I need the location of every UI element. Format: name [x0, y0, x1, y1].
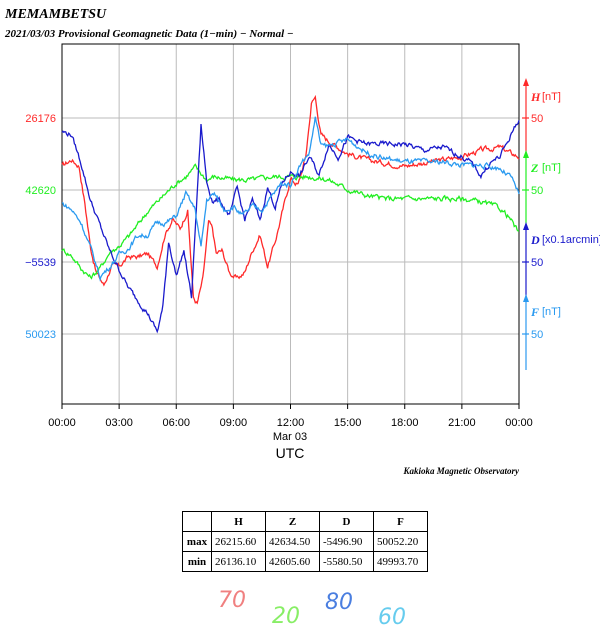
series-line-f — [61, 116, 520, 282]
right-z-name: Z — [530, 161, 539, 175]
x-tick-label: 21:00 — [448, 417, 476, 429]
series-line-z — [61, 163, 520, 280]
right-h-unit: [nT] — [542, 91, 561, 103]
series-line-h — [61, 94, 520, 305]
stats-cell: 26136.10 — [211, 551, 266, 572]
right-h-value: 50 — [531, 113, 543, 125]
stats-row-min: min 26136.10 42605.60 -5580.50 49993.70 — [182, 551, 428, 572]
stats-table: H Z D F max 26215.60 42634.50 -5496.90 5… — [182, 511, 428, 572]
left-label-h: 26176 — [25, 113, 56, 125]
left-label-d: −5539 — [25, 257, 56, 269]
right-scale-h: H [nT] 50 — [522, 78, 561, 154]
stats-row-label: min — [182, 551, 212, 572]
right-d-unit: [x0.1arcmin] — [542, 234, 600, 246]
observatory-credit: Kakioka Magnetic Observatory — [403, 466, 520, 476]
grid-lines — [62, 44, 519, 404]
x-tick-label: 00:00 — [48, 417, 76, 429]
geomagnetic-chart: MEMAMBETSU 2021/03/03 Provisional Geomag… — [4, 7, 600, 476]
x-tick-label: 06:00 — [162, 417, 190, 429]
date-label: Mar 03 — [273, 431, 307, 443]
stats-cell: 42634.50 — [265, 531, 320, 552]
x-tick-label: 15:00 — [334, 417, 362, 429]
handwritten-note-z: 20 — [272, 604, 300, 629]
right-f-value: 50 — [531, 329, 543, 341]
stats-cell: -5496.90 — [319, 531, 374, 552]
stats-cell: 26215.60 — [211, 531, 266, 552]
right-scale-f: F [nT] 50 — [522, 294, 561, 370]
left-label-f: 50023 — [25, 329, 56, 341]
stats-corner — [182, 511, 212, 532]
handwritten-note-f: 60 — [378, 605, 406, 630]
right-f-unit: [nT] — [542, 306, 561, 318]
right-d-value: 50 — [531, 257, 543, 269]
series-lines — [61, 94, 520, 334]
stats-cell: 49993.70 — [373, 551, 428, 572]
right-d-name: D — [530, 233, 540, 247]
stats-cell: 50052.20 — [373, 531, 428, 552]
stats-cell: 42605.60 — [265, 551, 320, 572]
x-tick-label: 09:00 — [220, 417, 248, 429]
stats-header-z: Z — [265, 511, 320, 532]
station-name: MEMAMBETSU — [4, 7, 107, 22]
x-tick-label: 18:00 — [391, 417, 419, 429]
stats-header-f: F — [373, 511, 428, 532]
right-z-value: 50 — [531, 185, 543, 197]
stats-cell: -5580.50 — [319, 551, 374, 572]
stats-header-d: D — [319, 511, 374, 532]
series-line-d — [61, 120, 520, 334]
right-z-unit: [nT] — [542, 162, 561, 174]
handwritten-note-d: 80 — [325, 590, 353, 615]
x-axis-label: UTC — [276, 445, 305, 461]
right-scale-z: Z [nT] 50 — [522, 150, 561, 226]
x-tick-label: 03:00 — [105, 417, 133, 429]
handwritten-note-h: 70 — [218, 588, 246, 613]
right-scale-d: D [x0.1arcmin] 50 — [522, 222, 600, 298]
stats-header-h: H — [211, 511, 266, 532]
right-f-name: F — [530, 305, 539, 319]
stats-row-label: max — [182, 531, 212, 552]
x-tick-label: 12:00 — [277, 417, 305, 429]
x-axis-ticks: 00:00 03:00 06:00 09:00 12:00 15:00 18:00 21:00… — [48, 404, 533, 429]
right-h-name: H — [530, 90, 541, 104]
left-label-z: 42620 — [25, 185, 56, 197]
x-tick-label: 00:00 — [505, 417, 533, 429]
stats-row-max: max 26215.60 42634.50 -5496.90 50052.20 — [182, 531, 428, 552]
stats-header-row: H Z D F — [182, 511, 428, 532]
chart-subtitle: 2021/03/03 Provisional Geomagnetic Data … — [4, 28, 294, 40]
